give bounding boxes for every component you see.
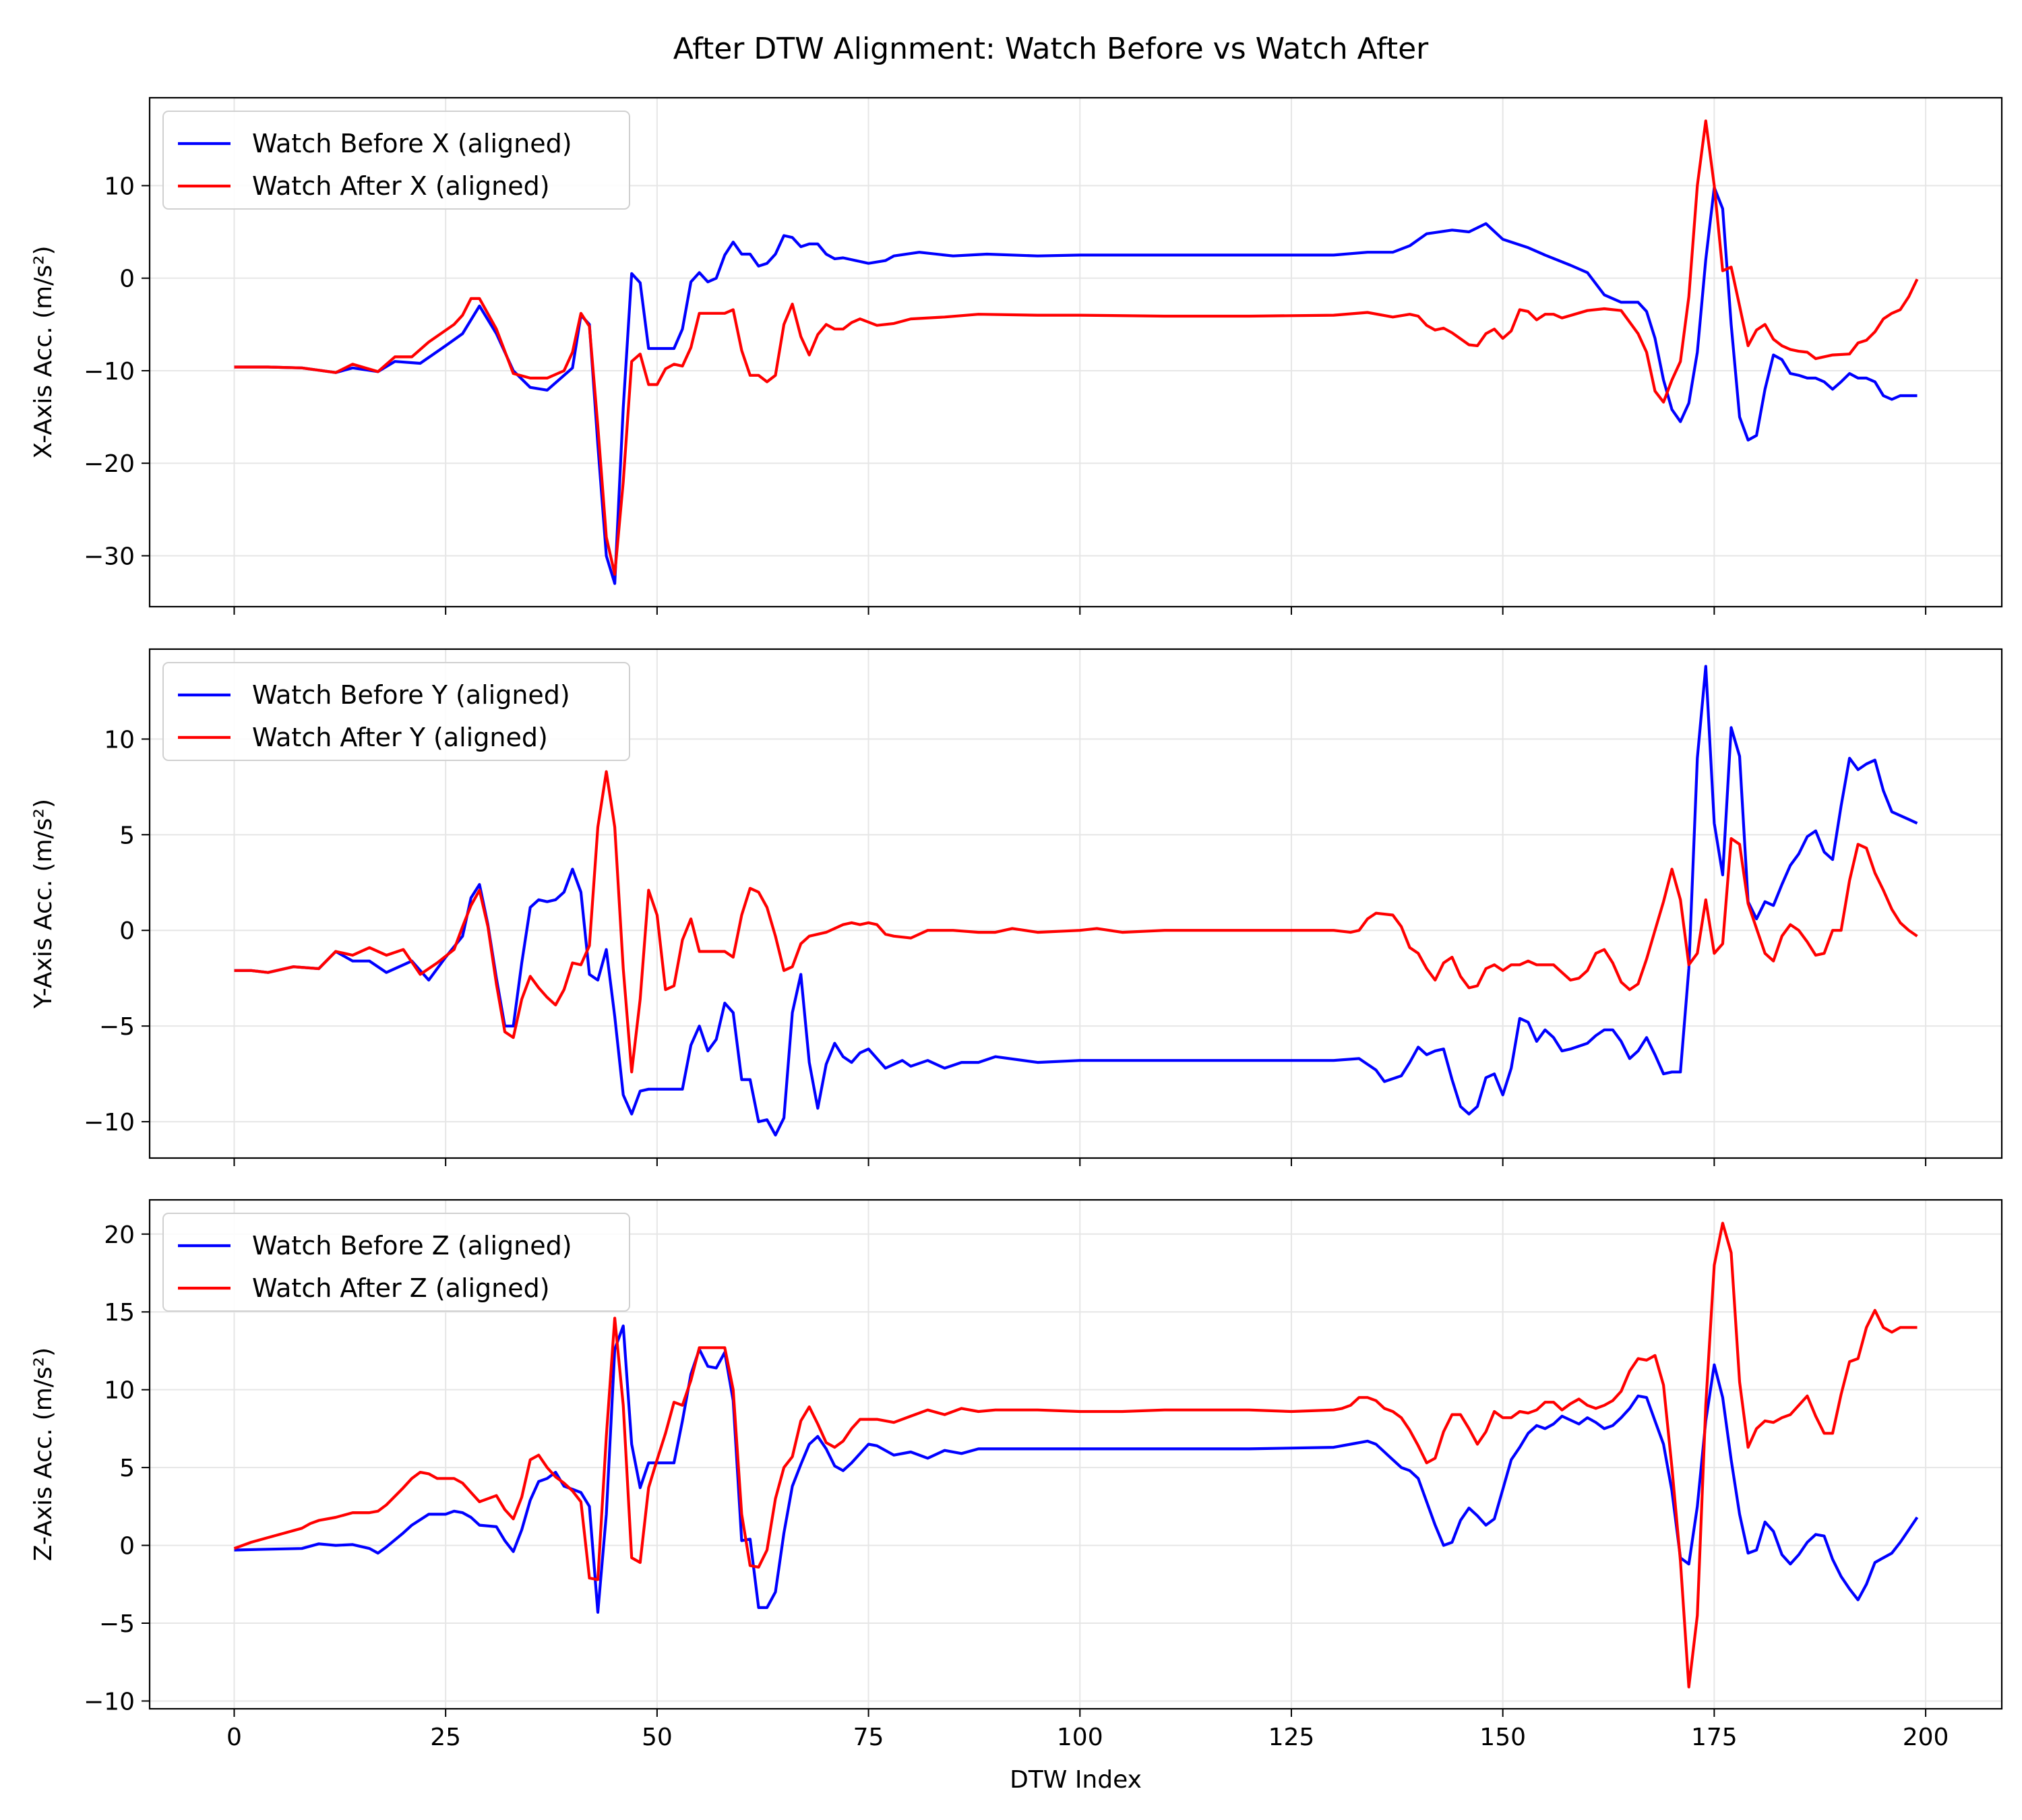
panel-y: 10 5 0 −5 −10 Y-Axis Acc. (m/s²) Watch Before … — [30, 648, 2003, 1166]
x-tick-label: 25 — [430, 1724, 461, 1751]
y-tick-label: −20 — [84, 450, 135, 478]
x-tick-label: 200 — [1903, 1724, 1949, 1751]
axes-frame — [148, 648, 2003, 1159]
chart-title: After DTW Alignment: Watch Before vs Wat… — [673, 32, 1429, 66]
x-tick-label: 100 — [1057, 1724, 1103, 1751]
y-tick-label: −5 — [99, 1013, 135, 1041]
series-line-after-x — [234, 119, 1919, 576]
series-line-after-y — [234, 770, 1918, 1074]
x-tick-label: 50 — [642, 1724, 673, 1751]
panel-z: 0 25 50 75 100 125 150 175 20020151050−5−10Z-Axi… — [30, 1199, 2003, 1751]
legend-box — [162, 111, 630, 210]
legend-box — [162, 1213, 630, 1312]
series-line-after-z — [233, 1221, 1918, 1689]
y-tick-label: 5 — [119, 1455, 135, 1482]
legend-label-before: Watch Before Y (aligned) — [252, 680, 570, 710]
y-tick-label: 10 — [104, 1377, 135, 1405]
y-tick-label: 0 — [119, 917, 135, 945]
legend-label-after: Watch After Y (aligned) — [252, 723, 548, 752]
legend-label-after: Watch After Z (aligned) — [252, 1273, 550, 1303]
series-line-before-z — [234, 1324, 1919, 1614]
legend-label-after: Watch After X (aligned) — [252, 171, 550, 201]
y-tick-label: −10 — [84, 1688, 135, 1716]
x-tick-label: 0 — [226, 1724, 242, 1751]
axes-frame — [148, 96, 2003, 608]
y-tick-label: 5 — [119, 822, 135, 849]
y-tick-label: 10 — [104, 726, 135, 754]
y-tick-label: 15 — [104, 1299, 135, 1327]
y-tick-label: −5 — [99, 1610, 135, 1638]
legend-label-before: Watch Before X (aligned) — [252, 129, 572, 158]
y-tick-label: 0 — [119, 1533, 135, 1560]
y-axis-label: Y-Axis Acc. (m/s²) — [30, 799, 57, 1009]
legend: Watch Before X (aligned) Watch After X (a… — [162, 111, 630, 210]
x-tick-label: 75 — [853, 1724, 884, 1751]
y-tick-label: 10 — [104, 173, 135, 200]
x-tick-label: 175 — [1691, 1724, 1738, 1751]
x-tick-label: 150 — [1479, 1724, 1526, 1751]
series-line-before-y — [234, 665, 1918, 1136]
x-tick-label: 125 — [1268, 1724, 1315, 1751]
y-tick-label: 20 — [104, 1221, 135, 1249]
series-line-before-x — [234, 186, 1918, 585]
x-axis-label: DTW Index — [1010, 1766, 1142, 1794]
y-tick-label: 0 — [119, 266, 135, 293]
legend: Watch Before Y (aligned) Watch After Y (a… — [162, 662, 630, 761]
y-axis-label: X-Axis Acc. (m/s²) — [30, 245, 57, 458]
legend: Watch Before Z (aligned) Watch After Z (a… — [162, 1213, 630, 1312]
y-tick-label: −10 — [84, 358, 135, 386]
axes-frame — [148, 1199, 2003, 1710]
legend-box — [162, 662, 630, 761]
panel-x: 10 0 −10 −20 −30 X-Axis Acc. (m/s²) Watch Befo… — [30, 96, 2003, 615]
chart-panels: 100−10−20−30X-Axis Acc. (m/s²)Watch Befo… — [30, 96, 2003, 1751]
legend-label-before: Watch Before Z (aligned) — [252, 1231, 572, 1261]
y-tick-label: −10 — [84, 1109, 135, 1136]
y-tick-label: −30 — [84, 543, 135, 571]
y-axis-label: Z-Axis Acc. (m/s²) — [30, 1347, 57, 1561]
